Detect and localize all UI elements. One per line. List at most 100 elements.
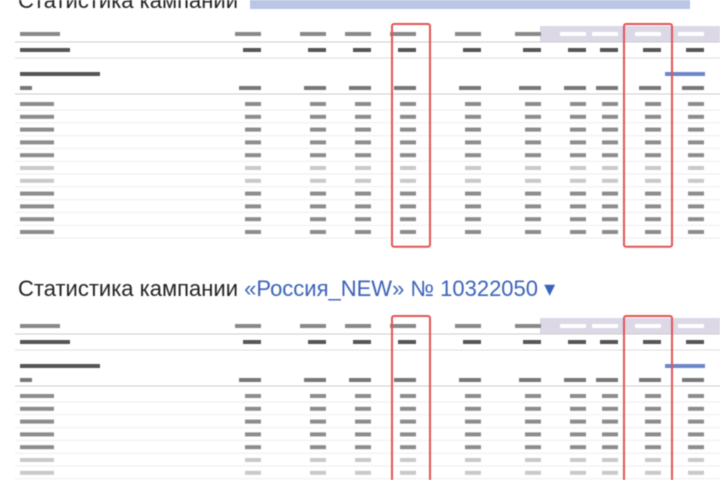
blurred-text (525, 445, 541, 450)
blurred-text (645, 114, 661, 119)
blurred-text (570, 458, 586, 462)
blurred-text (688, 204, 704, 209)
blurred-text (645, 419, 661, 424)
blurred-text (310, 191, 326, 196)
blurred-text (398, 48, 416, 52)
blurred-text (355, 204, 371, 209)
blurred-text (568, 340, 586, 344)
blurred-text (245, 114, 261, 119)
blurred-text (400, 102, 416, 106)
blurred-text (602, 102, 618, 106)
blurred-text (688, 406, 704, 411)
blurred-text (245, 470, 261, 475)
blurred-text (353, 48, 371, 52)
blurred-text (564, 86, 586, 90)
blurred-text (564, 378, 586, 382)
blurred-text (592, 324, 618, 328)
blurred-text (645, 191, 661, 196)
blurred-text (570, 178, 586, 183)
blurred-text (465, 432, 481, 437)
blurred-text (455, 32, 481, 36)
blurred-text (570, 432, 586, 437)
stats-table (15, 315, 720, 480)
blurred-text (355, 178, 371, 183)
blurred-text (20, 72, 100, 76)
blurred-text (310, 445, 326, 450)
blurred-text (20, 217, 54, 222)
blurred-text (465, 406, 481, 411)
blurred-text (570, 204, 586, 209)
blurred-text (245, 217, 261, 222)
blurred-text (570, 127, 586, 132)
blurred-text (310, 166, 326, 170)
blurred-text (20, 102, 54, 106)
blurred-text (353, 340, 371, 344)
highlight-box (623, 315, 673, 480)
blurred-text (560, 32, 586, 36)
blurred-text (20, 191, 54, 196)
blurred-text (310, 419, 326, 424)
blurred-text (20, 32, 60, 36)
blurred-text (602, 458, 618, 462)
blurred-text (310, 204, 326, 209)
campaign-link[interactable] (250, 0, 691, 10)
blurred-text (20, 378, 32, 382)
blurred-text (243, 340, 261, 344)
blurred-text (465, 191, 481, 196)
blurred-text (245, 394, 261, 398)
title-text: Статистика кампании (18, 0, 238, 13)
blurred-text (686, 340, 704, 344)
blurred-text (400, 445, 416, 450)
blurred-text (645, 153, 661, 158)
blurred-text (645, 178, 661, 183)
blurred-text (400, 114, 416, 119)
blurred-text (400, 470, 416, 475)
blurred-text (459, 378, 481, 382)
blurred-text (245, 230, 261, 234)
campaign-link[interactable]: «Россия_NEW» № 10322050 ▾ (244, 276, 556, 301)
blurred-text (349, 86, 371, 90)
blurred-text (525, 127, 541, 132)
blurred-text (310, 102, 326, 106)
blurred-text (596, 86, 618, 90)
blurred-text (570, 153, 586, 158)
blurred-text (310, 394, 326, 398)
blurred-text (300, 324, 326, 328)
blurred-text (682, 378, 704, 382)
blurred-text (245, 406, 261, 411)
blurred-text (643, 48, 661, 52)
blurred-text (304, 378, 326, 382)
blurred-text (645, 394, 661, 398)
blurred-text (525, 114, 541, 119)
blurred-text (20, 419, 54, 424)
blurred-text (394, 86, 416, 90)
blurred-text (519, 378, 541, 382)
blurred-text (600, 340, 618, 344)
blurred-text (300, 32, 326, 36)
blurred-text (20, 48, 70, 52)
blurred-text (635, 32, 661, 36)
blurred-text (525, 166, 541, 170)
blurred-text (20, 230, 54, 234)
blurred-text (688, 432, 704, 437)
blurred-text (639, 378, 661, 382)
blurred-text (20, 406, 54, 411)
blurred-text (688, 458, 704, 462)
blurred-text (688, 102, 704, 106)
blurred-text (355, 419, 371, 424)
blurred-text (20, 432, 54, 437)
blurred-text (635, 324, 661, 328)
blurred-text (355, 102, 371, 106)
blurred-text (20, 364, 100, 368)
blurred-text (645, 458, 661, 462)
blurred-text (20, 458, 54, 462)
blurred-text (400, 191, 416, 196)
blurred-text (465, 127, 481, 132)
blurred-text (688, 140, 704, 145)
blurred-text (570, 114, 586, 119)
blurred-text (20, 166, 54, 170)
blurred-text (398, 340, 416, 344)
blurred-text (463, 48, 481, 52)
blurred-text (465, 419, 481, 424)
blurred-text (245, 127, 261, 132)
